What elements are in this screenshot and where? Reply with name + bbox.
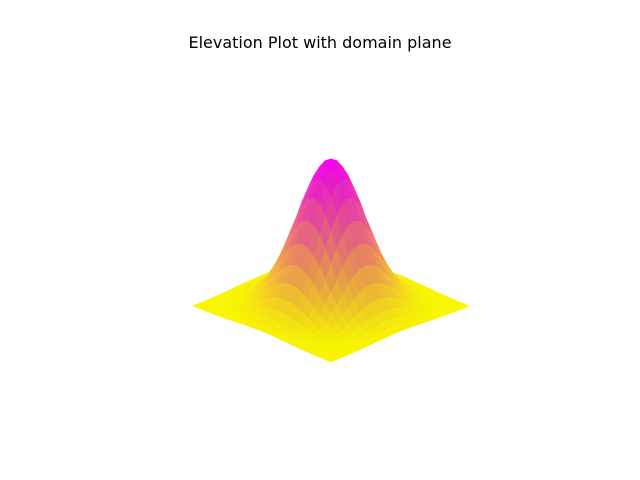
surface-mesh [192,158,470,363]
surface-facet [324,356,338,363]
chart-title: Elevation Plot with domain plane [188,33,452,52]
